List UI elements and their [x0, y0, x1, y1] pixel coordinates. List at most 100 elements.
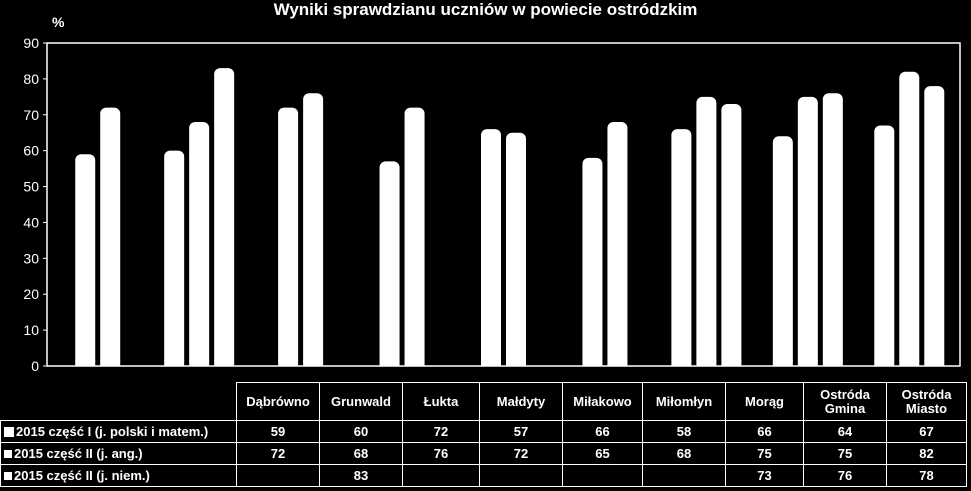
bar-base: [671, 360, 692, 366]
bar-base: [75, 360, 96, 366]
table-cell: 67: [886, 420, 967, 443]
category-header: Dąbrówno: [236, 382, 320, 421]
bar-base: [379, 360, 400, 366]
y-tick-label: 20: [23, 286, 39, 302]
y-tick-label: 60: [23, 143, 39, 159]
table-cell: [236, 464, 320, 487]
series-label: 2015 część I (j. polski i matem.): [0, 420, 237, 443]
y-tick-label: 0: [31, 358, 39, 374]
bar: [924, 86, 945, 367]
bar-base: [582, 360, 603, 366]
bar-base: [607, 360, 628, 366]
category-header: Morąg: [725, 382, 804, 421]
bar: [582, 157, 603, 366]
category-header: Małdyty: [479, 382, 563, 421]
category-header: Ostróda Gmina: [803, 382, 887, 421]
bar: [214, 68, 235, 366]
table-cell: 72: [479, 442, 563, 465]
table-cell: [479, 464, 563, 487]
table-cell: 75: [803, 442, 887, 465]
bar: [607, 121, 628, 366]
bar-base: [797, 360, 818, 366]
table-cell: 78: [886, 464, 967, 487]
bar: [797, 96, 818, 366]
bar-base: [924, 360, 945, 366]
bar-chart: 0 10 20 30 40 50 60 70 80 90: [23, 35, 961, 374]
category-header: Grunwald: [319, 382, 403, 421]
bar-base: [214, 360, 235, 366]
chart-title: Wyniki sprawdzianu uczniów w powiecie os…: [273, 0, 698, 19]
bar: [822, 93, 843, 366]
table-row: 2015 część II (j. ang.) 72 68 76 72 65 6…: [0, 442, 967, 465]
table-cell: [562, 464, 643, 487]
y-tick-label: 30: [23, 250, 39, 266]
table-cell: 72: [402, 420, 480, 443]
table-cell: 68: [319, 442, 403, 465]
y-tick-label: 80: [23, 71, 39, 87]
table-cell: [402, 464, 480, 487]
bar: [772, 136, 793, 366]
bar: [899, 71, 920, 366]
bar: [303, 93, 324, 366]
table-cell: 68: [642, 442, 726, 465]
plot-area: [46, 42, 961, 367]
table-cell: 57: [479, 420, 563, 443]
table-cell: [642, 464, 726, 487]
table-cell: 76: [803, 464, 887, 487]
bar: [379, 161, 400, 366]
table-cell: 83: [319, 464, 403, 487]
bar-base: [481, 360, 501, 366]
bar: [278, 107, 299, 366]
series-name: 2015 część II (j. niem.): [14, 467, 150, 483]
series-label: 2015 część II (j. niem.): [0, 464, 237, 487]
bar: [506, 132, 526, 366]
table-cell: 75: [725, 442, 804, 465]
bar-base: [189, 360, 210, 366]
table-corner: [1, 383, 237, 421]
bar-base: [164, 360, 185, 366]
table-cell: 60: [319, 420, 403, 443]
series-name: 2015 część I (j. polski i matem.): [16, 423, 209, 439]
bar: [671, 129, 692, 366]
table-cell: 82: [886, 442, 967, 465]
legend-swatch: [4, 471, 12, 480]
legend-swatch: [4, 426, 14, 437]
bar: [696, 96, 717, 366]
bar: [189, 121, 210, 366]
bar-base: [696, 360, 717, 366]
bar-base: [899, 360, 920, 366]
table-cell: 66: [562, 420, 643, 443]
table-cell: 66: [725, 420, 804, 443]
table-row: 2015 część I (j. polski i matem.) 59 60 …: [0, 420, 967, 443]
table-cell: 73: [725, 464, 804, 487]
bar: [164, 150, 185, 366]
bar-base: [404, 360, 425, 366]
bar: [404, 107, 425, 366]
table-header-row: Dąbrówno Grunwald Łukta Małdyty Miłakowo…: [1, 382, 967, 421]
bar-base: [278, 360, 299, 366]
series-name: 2015 część II (j. ang.): [14, 445, 143, 461]
bar: [75, 154, 96, 366]
table-cell: 72: [236, 442, 320, 465]
table-cell: 59: [236, 420, 320, 443]
legend-swatch: [4, 449, 12, 458]
category-header: Łukta: [402, 382, 480, 421]
bar-base: [100, 360, 121, 366]
table-cell: 64: [803, 420, 887, 443]
bar-base: [822, 360, 843, 366]
y-tick-label: 50: [23, 179, 39, 195]
bar: [874, 125, 895, 367]
category-header: Ostróda Miasto: [886, 382, 967, 421]
bar: [481, 129, 501, 366]
bar: [721, 104, 742, 366]
y-tick-label: 90: [23, 35, 39, 51]
bar-base: [303, 360, 324, 366]
bar-base: [772, 360, 793, 366]
data-table: Dąbrówno Grunwald Łukta Małdyty Miłakowo…: [0, 382, 967, 487]
bar: [100, 107, 121, 366]
bar-base: [506, 360, 526, 366]
series-label: 2015 część II (j. ang.): [0, 442, 237, 465]
table-cell: 76: [402, 442, 480, 465]
bar-base: [874, 360, 895, 366]
y-tick-label: 70: [23, 107, 39, 123]
